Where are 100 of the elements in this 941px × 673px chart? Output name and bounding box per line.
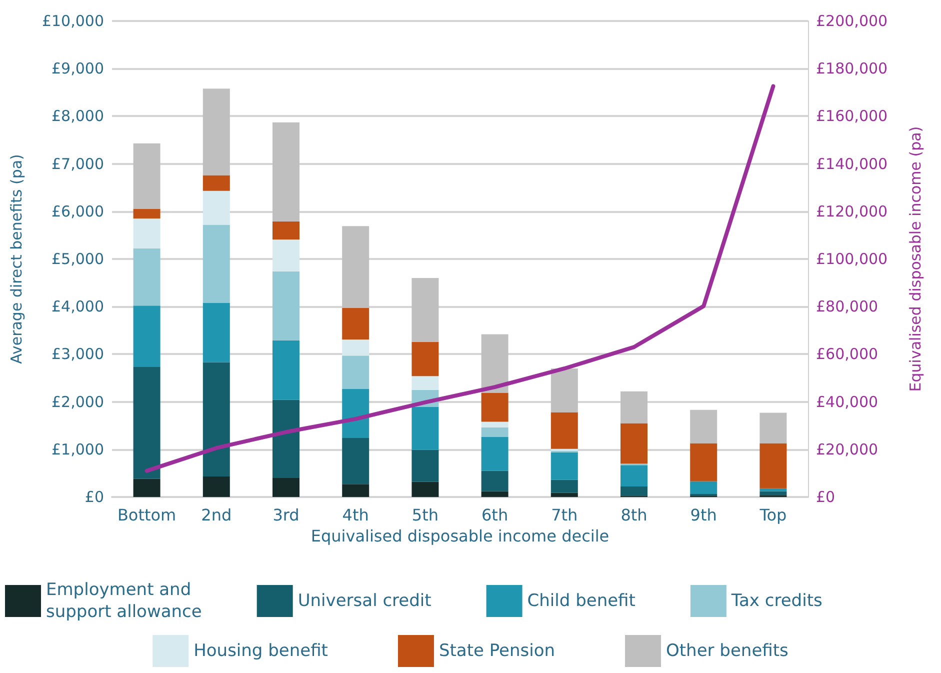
y2-tick-label: £60,000	[816, 345, 878, 364]
y2-tick-label: £20,000	[816, 440, 878, 458]
y-tick-label: £2,000	[52, 392, 104, 411]
legend-label: Other benefits	[666, 641, 789, 661]
x-tick-label: 4th	[342, 506, 369, 524]
bar	[342, 484, 370, 497]
y-tick-label: £9,000	[52, 60, 104, 78]
y2-tick-label: £120,000	[816, 202, 888, 220]
y-tick-label: £4,000	[52, 298, 104, 316]
y-tick-label: £7,000	[52, 154, 104, 173]
bar	[342, 308, 370, 340]
bar	[481, 334, 508, 393]
bar	[202, 190, 230, 225]
x-tick-label: 5th	[412, 506, 438, 524]
bar	[272, 122, 300, 222]
y2-tick-label: £40,000	[816, 392, 878, 411]
bar	[272, 221, 300, 240]
bar	[481, 437, 508, 471]
bar	[342, 226, 370, 308]
y2-tick-label: £160,000	[816, 107, 888, 126]
bar	[550, 480, 578, 493]
legend-label: Universal credit	[298, 591, 432, 611]
bar	[202, 224, 230, 303]
bar	[620, 486, 648, 496]
x-tick-label: Bottom	[117, 506, 176, 524]
bar	[412, 278, 439, 342]
y2-tick-label: £0	[816, 488, 836, 506]
bar	[412, 342, 439, 376]
bar	[202, 88, 230, 176]
bar	[202, 175, 230, 191]
bar	[481, 392, 508, 422]
bar	[133, 367, 160, 479]
y2-tick-label: £180,000	[816, 60, 888, 78]
y-tick-label: £1,000	[52, 440, 104, 458]
x-tick-label: 6th	[482, 506, 508, 524]
bar	[202, 476, 230, 497]
y-tick-label: £8,000	[52, 107, 104, 126]
bar	[620, 423, 648, 464]
y-axis-title: Average direct benefits (pa)	[8, 154, 26, 364]
bar	[412, 482, 439, 497]
y-tick-label: £3,000	[52, 345, 104, 364]
bar	[202, 302, 230, 362]
bar	[412, 450, 439, 482]
bar	[620, 391, 648, 424]
bar	[550, 492, 578, 497]
x-axis-title: Equivalised disposable income decile	[310, 526, 610, 546]
bar	[412, 376, 439, 390]
x-tick-label: Top	[758, 506, 787, 524]
bar	[760, 488, 787, 492]
bar	[342, 388, 370, 438]
y-tick-label: £10,000	[42, 12, 104, 30]
y2-tick-label: £100,000	[816, 250, 888, 268]
bar	[690, 443, 718, 482]
x-tick-label: 8th	[620, 506, 648, 524]
bar	[342, 339, 370, 356]
bar	[481, 491, 508, 497]
legend-label: Tax credits	[730, 591, 822, 611]
bar	[133, 209, 160, 219]
bar	[550, 412, 578, 449]
bar	[272, 239, 300, 272]
legend-label: State Pension	[438, 641, 556, 661]
bar	[412, 407, 439, 450]
bar	[550, 368, 578, 412]
bar	[272, 271, 300, 340]
legend-label: Housing benefit	[194, 641, 328, 661]
legend-label: Child benefit	[527, 591, 636, 611]
y-tick-label: £6,000	[52, 202, 104, 220]
bar	[342, 438, 370, 484]
x-tick-label: 3rd	[272, 506, 300, 524]
bar	[690, 494, 718, 496]
bar	[272, 340, 300, 400]
bar	[342, 356, 370, 389]
bar	[760, 443, 787, 488]
bar	[550, 452, 578, 480]
y2-tick-label: £80,000	[816, 298, 878, 316]
bar	[690, 481, 718, 494]
x-tick-label: 9th	[690, 506, 717, 524]
x-tick-label: 7th	[551, 506, 578, 524]
bar	[202, 362, 230, 477]
bar	[133, 248, 160, 306]
bar	[690, 410, 718, 444]
bar	[760, 491, 787, 496]
bar	[272, 400, 300, 478]
line-series	[144, 84, 776, 473]
bar	[481, 422, 508, 428]
bar	[133, 218, 160, 249]
legend-label: Employment and support allowance	[46, 580, 202, 622]
x-tick-label: 2nd	[201, 506, 232, 524]
y2-tick-label: £140,000	[816, 154, 888, 173]
y-tick-label: £0	[84, 488, 104, 506]
y2-axis-title: Equivalised disposable income (pa)	[906, 126, 924, 392]
bar	[481, 470, 508, 492]
y-tick-label: £5,000	[52, 250, 104, 268]
bar	[620, 465, 648, 487]
bar	[133, 306, 160, 368]
bar	[272, 478, 300, 497]
bar	[133, 143, 160, 210]
y2-tick-label: £200,000	[816, 12, 888, 30]
bar	[760, 412, 787, 444]
bar	[481, 428, 508, 438]
